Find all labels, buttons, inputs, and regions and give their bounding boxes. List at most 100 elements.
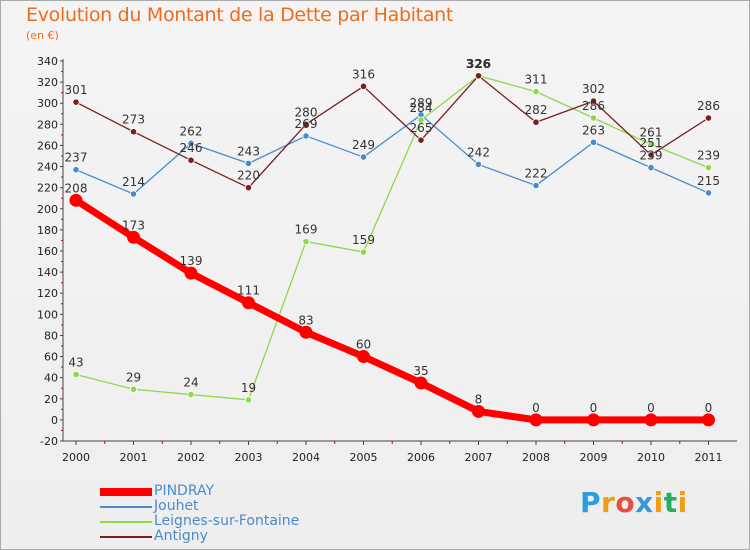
- logo-letter: o: [615, 486, 636, 519]
- data-point: [529, 413, 543, 427]
- data-label: 19: [241, 381, 256, 395]
- data-label: 220: [237, 169, 260, 183]
- x-tick-label: 2005: [350, 451, 378, 464]
- y-tick-label: 20: [44, 393, 58, 406]
- data-label: 0: [705, 401, 713, 415]
- data-label: 35: [413, 364, 428, 378]
- data-point: [414, 376, 428, 390]
- x-tick-label: 2011: [695, 451, 723, 464]
- data-label: 289: [410, 96, 433, 110]
- legend-swatch: [100, 536, 152, 538]
- data-point: [474, 160, 483, 169]
- data-label: 284: [410, 101, 433, 115]
- data-label: 8: [475, 392, 483, 406]
- data-point: [72, 98, 80, 106]
- data-point: [359, 153, 368, 161]
- data-point: [242, 296, 255, 310]
- data-point: [474, 72, 483, 80]
- chart-subtitle: (en €): [26, 29, 59, 42]
- data-label: 251: [640, 136, 663, 150]
- logo-letter: i: [653, 486, 664, 519]
- legend-swatch: [100, 506, 152, 508]
- series-line-1: [75, 114, 710, 195]
- data-label: 326: [466, 57, 491, 71]
- data-point: [357, 350, 370, 364]
- data-label: 214: [122, 175, 145, 189]
- data-point: [244, 159, 253, 167]
- data-label: 0: [532, 401, 540, 415]
- logo-letter: i: [677, 486, 688, 519]
- data-point: [532, 88, 540, 96]
- x-tick-label: 2002: [177, 451, 205, 464]
- data-label: 316: [352, 67, 375, 81]
- data-label: 265: [410, 121, 433, 135]
- data-label: 311: [525, 73, 548, 87]
- data-point: [129, 190, 138, 198]
- series-line-2: [75, 75, 710, 401]
- y-tick-label: 100: [37, 308, 58, 321]
- data-label: 0: [590, 401, 598, 415]
- data-label: 326: [466, 57, 491, 71]
- data-label: 159: [352, 233, 375, 247]
- data-label: 261: [640, 125, 663, 139]
- chart-title: Evolution du Montant de la Dette par Hab…: [26, 4, 454, 26]
- data-point: [244, 396, 253, 404]
- data-point: [69, 193, 83, 207]
- y-tick-label: 280: [37, 118, 58, 131]
- y-tick-label: 260: [37, 139, 58, 152]
- data-label: 286: [582, 99, 605, 113]
- data-point: [359, 248, 368, 256]
- data-point: [187, 139, 195, 147]
- series-line-3: [75, 75, 710, 189]
- data-point: [704, 164, 713, 172]
- proxiti-logo: Proxiti: [580, 486, 688, 519]
- legend-swatch: [100, 521, 152, 523]
- data-label: 263: [582, 123, 605, 137]
- data-point: [184, 266, 198, 280]
- data-point: [589, 138, 598, 146]
- x-tick-label: 2009: [580, 451, 608, 464]
- data-point: [647, 164, 655, 172]
- logo-letter: x: [635, 486, 654, 519]
- legend-label: Jouhet: [154, 498, 199, 514]
- data-point: [129, 385, 138, 393]
- data-point: [532, 118, 540, 126]
- data-point: [704, 114, 713, 122]
- data-label: 222: [525, 167, 548, 181]
- y-tick-label: 0: [51, 414, 58, 427]
- data-point: [187, 156, 195, 164]
- y-tick-label: 340: [37, 55, 58, 68]
- data-point: [472, 404, 485, 418]
- data-label: 0: [647, 401, 655, 415]
- data-label: 111: [237, 284, 260, 298]
- data-label: 169: [295, 223, 318, 237]
- data-point: [589, 97, 598, 105]
- data-point: [644, 413, 658, 427]
- series-line-0: [72, 196, 712, 424]
- x-tick-label: 2003: [235, 451, 263, 464]
- y-tick-label: 180: [37, 224, 58, 237]
- data-point: [299, 325, 313, 339]
- data-label: 237: [65, 151, 88, 165]
- data-label: 243: [237, 144, 260, 158]
- y-tick-label: 60: [44, 351, 58, 364]
- x-tick-label: 2004: [292, 451, 320, 464]
- data-point: [187, 390, 195, 399]
- logo-letter: P: [580, 486, 602, 519]
- x-tick-label: 2007: [465, 451, 493, 464]
- data-point: [647, 151, 655, 159]
- data-point: [647, 140, 655, 148]
- data-point: [72, 166, 80, 174]
- x-tick-label: 2006: [407, 451, 435, 464]
- x-tick-label: 2008: [522, 451, 550, 464]
- y-tick-label: 160: [37, 245, 58, 258]
- y-tick-label: 240: [37, 161, 58, 174]
- data-label: 139: [180, 254, 203, 268]
- data-label: 269: [295, 117, 318, 131]
- y-tick-label: 40: [44, 372, 58, 385]
- data-point: [129, 128, 138, 136]
- data-label: 302: [582, 82, 605, 96]
- data-label: 249: [352, 138, 375, 152]
- data-point: [244, 184, 253, 192]
